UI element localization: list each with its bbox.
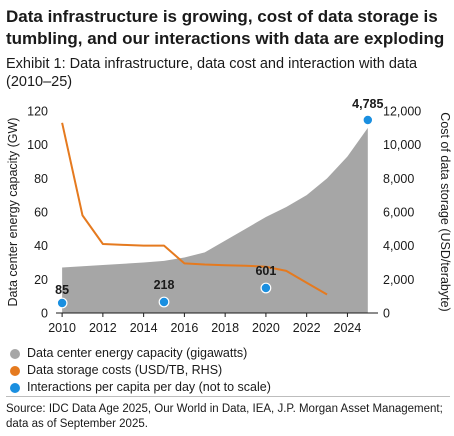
y-tick-label-40: 40	[34, 239, 48, 253]
legend-item-storage-cost: Data storage costs (USD/TB, RHS)	[10, 362, 271, 379]
x-tick-label-2014: 2014	[130, 321, 158, 335]
y2-tick-label-6000: 6,000	[383, 206, 414, 220]
source-divider	[6, 396, 450, 397]
y-tick-label-120: 120	[27, 105, 48, 119]
legend-item-interactions: Interactions per capita per day (not to …	[10, 379, 271, 396]
interactions-label-2010: 85	[55, 283, 69, 297]
y-axis-label: Data center energy capacity (GW)	[6, 118, 20, 307]
legend-swatch-interactions	[10, 382, 20, 393]
chart-title: Exhibit 1: Data infrastructure, data cos…	[6, 56, 418, 90]
legend-label-interactions: Interactions per capita per day (not to …	[27, 380, 271, 394]
x-tick-label-2018: 2018	[211, 321, 239, 335]
legend: Data center energy capacity (gigawatts) …	[10, 345, 271, 396]
storage-cost-line	[61, 122, 328, 296]
y-tick-label-20: 20	[34, 273, 48, 287]
headline: Data infrastructure is growing, cost of …	[6, 7, 445, 48]
interactions-label-2025: 4,785	[352, 97, 383, 111]
x-tick-label-2022: 2022	[293, 321, 321, 335]
interactions-label-2020: 601	[255, 264, 276, 278]
x-tick-label-2012: 2012	[89, 321, 117, 335]
y-tick-label-80: 80	[34, 172, 48, 186]
y-tick-label-0: 0	[41, 307, 48, 321]
x-tick-label-2024: 2024	[334, 321, 362, 335]
legend-swatch-capacity	[10, 348, 20, 359]
y-tick-label-100: 100	[27, 138, 48, 152]
capacity-area	[62, 127, 368, 313]
y2-tick-label-2000: 2,000	[383, 273, 414, 287]
legend-item-capacity: Data center energy capacity (gigawatts)	[10, 345, 271, 362]
interactions-point-2015	[158, 296, 170, 308]
interactions-point-2020	[260, 282, 272, 294]
x-tick-label-2010: 2010	[48, 321, 76, 335]
interactions-label-2015: 218	[154, 278, 175, 292]
source-note: Source: IDC Data Age 2025, Our World in …	[6, 403, 443, 430]
y2-axis-label: Cost of data storage (USD/terabyte)	[438, 112, 452, 311]
interactions-point-2025	[362, 114, 374, 126]
y2-tick-label-4000: 4,000	[383, 239, 414, 253]
y2-tick-label-12000: 12,000	[383, 105, 421, 119]
x-tick-label-2016: 2016	[170, 321, 198, 335]
interactions-point-2010	[56, 297, 68, 309]
y2-tick-label-8000: 8,000	[383, 172, 414, 186]
x-tick-label-2020: 2020	[252, 321, 280, 335]
y-tick-label-60: 60	[34, 206, 48, 220]
legend-swatch-storage-cost	[10, 365, 20, 376]
legend-label-capacity: Data center energy capacity (gigawatts)	[27, 346, 248, 360]
y2-tick-label-10000: 10,000	[383, 138, 421, 152]
y2-tick-label-0: 0	[383, 307, 390, 321]
legend-label-storage-cost: Data storage costs (USD/TB, RHS)	[27, 363, 223, 377]
chart: 85 218 601 4,785 0 20 40 60 80 100 120 0 2,000 4,000 6…	[6, 97, 452, 335]
